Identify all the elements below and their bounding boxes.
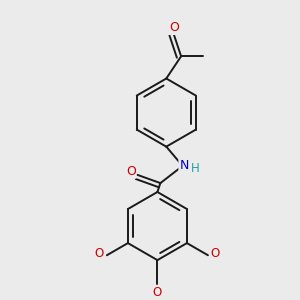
Text: O: O: [153, 286, 162, 299]
Text: O: O: [211, 247, 220, 260]
Text: O: O: [95, 247, 104, 260]
Text: O: O: [126, 165, 136, 178]
Text: H: H: [191, 162, 200, 175]
Text: O: O: [169, 21, 178, 34]
Text: N: N: [179, 159, 189, 172]
